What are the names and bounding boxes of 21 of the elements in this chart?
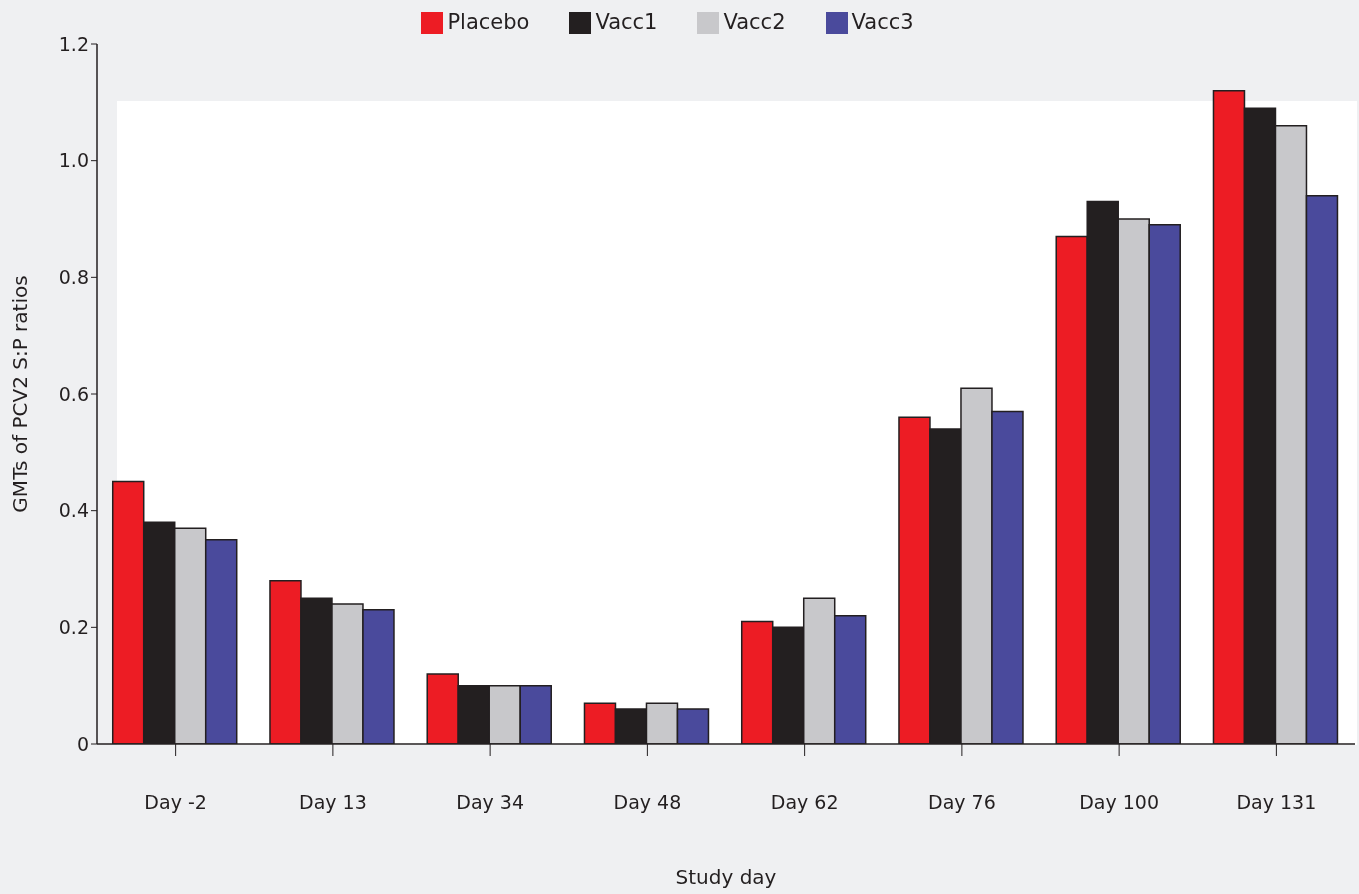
x-tick-label: Day 76 [928,791,996,814]
y-axis-title: GMTs of PCV2 S:P ratios [8,275,33,513]
y-tick-label: 1.0 [58,149,89,172]
x-tick-label: Day 100 [1079,791,1160,814]
x-tick-label: Day 48 [613,791,682,814]
y-tick-label: 0.4 [58,499,89,522]
legend-label: Placebo [447,10,530,34]
legend-label: Vacc1 [595,10,658,34]
x-axis-title: Study day [675,865,777,889]
x-tick-label: Day 131 [1236,791,1317,814]
y-tick-label: 0.6 [58,382,89,405]
x-tick-label: Day 13 [299,791,367,814]
y-tick-label: 1.2 [58,32,89,55]
y-tick-label: 0 [76,732,89,755]
y-tick-label: 0.8 [58,266,89,289]
x-tick-label: Day 62 [770,791,839,814]
legend-label: Vacc2 [723,10,786,34]
x-tick-label: Day 34 [456,791,524,814]
y-tick-label: 0.2 [58,616,89,639]
x-tick-label: Day -2 [144,791,207,814]
legend-label: Vacc3 [851,10,914,34]
